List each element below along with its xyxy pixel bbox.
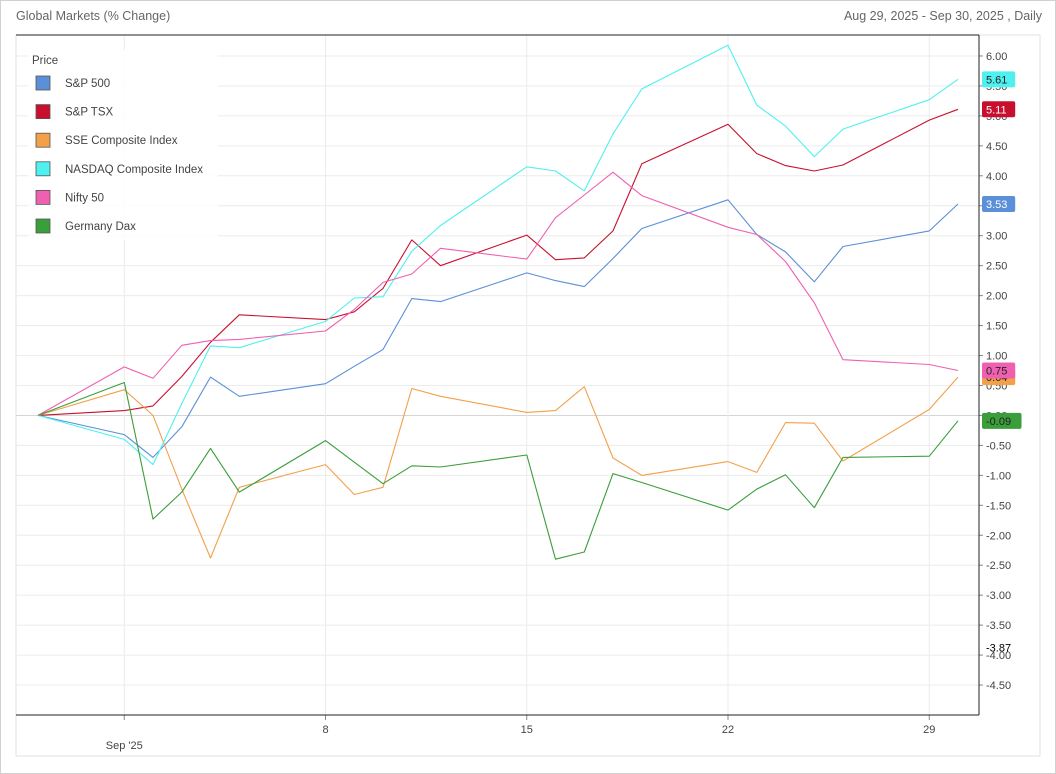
y-tick-label: 1.00 (986, 351, 1007, 363)
legend-item-label: S&P 500 (65, 78, 110, 90)
last-value-badge-text: 3.53 (986, 199, 1007, 211)
y-tick-label: -3.50 (986, 620, 1011, 632)
y-tick-label: 4.50 (986, 141, 1007, 153)
series-line-germany-dax (37, 381, 959, 560)
y-tick-label: -0.50 (986, 440, 1011, 452)
legend-swatch (35, 189, 51, 205)
last-value-badge-bg (982, 195, 1016, 212)
series-line-s-p-tsx (37, 108, 959, 416)
date-range-label[interactable]: Aug 29, 2025 - Sep 30, 2025 , Daily (843, 9, 1042, 23)
crosshair-value-label: -3.87 (986, 642, 1011, 654)
series-line-sse-composite-index (37, 376, 959, 559)
legend-item-label: S&P TSX (65, 107, 113, 119)
y-tick-label: 2.00 (986, 291, 1007, 303)
last-value-badge: 0.75 (982, 362, 1016, 379)
x-tick-label: 8 (322, 724, 328, 736)
last-value-badge-text: 5.11 (986, 104, 1007, 116)
series-line-nasdaq-composite-index (37, 44, 959, 466)
legend-swatch (35, 218, 51, 234)
legend-swatch (35, 104, 51, 119)
y-tick-label: -4.50 (986, 680, 1011, 692)
last-value-badge-text: 5.61 (986, 74, 1007, 86)
x-tick-label: 15 (521, 724, 533, 736)
last-value-badge: 5.61 (982, 71, 1016, 88)
last-value-badge: -0.09 (982, 412, 1022, 429)
y-tick-label: 3.00 (986, 231, 1007, 243)
last-value-badge-bg (982, 412, 1022, 429)
legend-item-label: SSE Composite Index (65, 135, 178, 147)
legend-title: Price (32, 55, 58, 67)
legend-bg (28, 50, 218, 240)
x-tick-label: Sep '25 (106, 740, 143, 752)
x-tick-label: 22 (722, 724, 734, 736)
legend-item-label: NASDAQ Composite Index (65, 164, 203, 176)
last-value-badge-text: 0.75 (986, 366, 1007, 378)
series-line-s-p-500 (37, 199, 959, 458)
legend: Price S&P 500 S&P TSX SSE Composite Index NA… (28, 50, 218, 240)
last-value-badge-bg (982, 101, 1016, 118)
last-value-badge-bg (982, 71, 1016, 88)
chart-title: Global Markets (% Change) (16, 9, 171, 23)
legend-item-label: Germany Dax (65, 221, 136, 233)
legend-swatch (35, 132, 51, 148)
series-line-nifty-50 (37, 171, 959, 416)
y-tick-label: 6.00 (986, 51, 1007, 63)
legend-swatch (35, 75, 51, 91)
y-tick-label: 2.50 (986, 261, 1007, 273)
y-tick-label: -3.00 (986, 590, 1011, 602)
last-value-badge-bg (982, 362, 1016, 379)
last-value-badge-text: -0.09 (986, 416, 1011, 428)
y-tick-label: -1.50 (986, 500, 1011, 512)
legend-swatch (35, 161, 51, 177)
legend-item-label: Nifty 50 (65, 192, 104, 204)
last-value-badge: 3.53 (982, 195, 1016, 212)
y-tick-label: -2.50 (986, 560, 1011, 572)
last-value-badge: 5.11 (982, 101, 1016, 118)
y-tick-label: -4.00 (986, 650, 1011, 662)
y-tick-label: -1.00 (986, 470, 1011, 482)
x-tick-label: 29 (923, 724, 935, 736)
y-tick-label: 4.00 (986, 171, 1007, 183)
y-tick-label: 1.50 (986, 321, 1007, 333)
y-tick-label: -2.00 (986, 530, 1011, 542)
